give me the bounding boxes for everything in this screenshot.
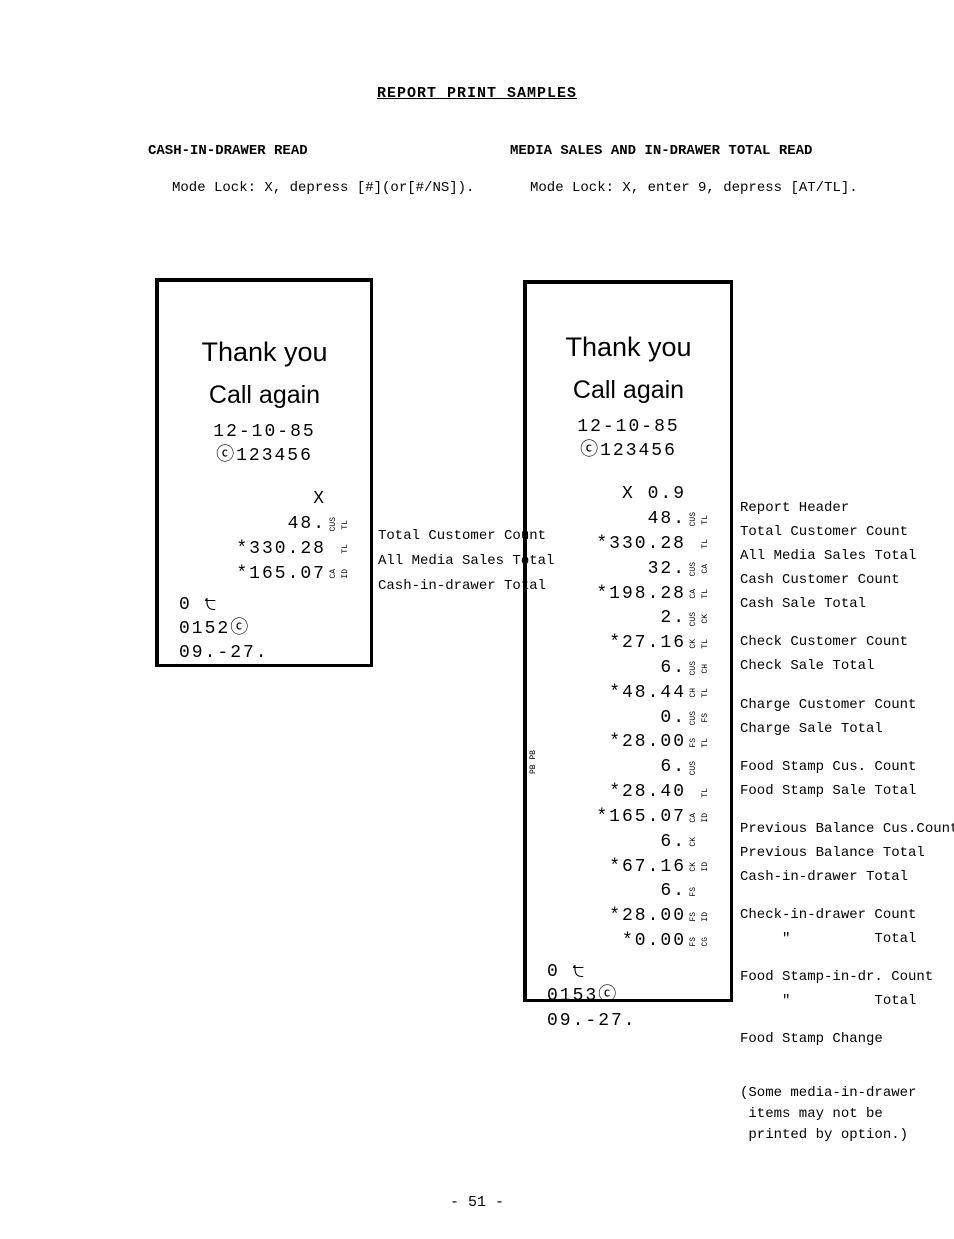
label-group: Previous Balance Cus.CountPrevious Balan… [740,817,954,889]
label-line: Previous Balance Total [740,841,954,865]
label-line: Cash-in-drawer Total [740,865,954,889]
label-line: Total Customer Count [740,520,954,544]
receipt-serial: ⓒ123456 [169,444,360,469]
right-labels: Report HeaderTotal Customer CountAll Med… [740,496,954,1146]
label-group: Check Customer CountCheck Sale Total [740,630,954,678]
mode-indicator: X 0.9 [537,482,690,507]
table-row: *165.07CAID [537,805,720,830]
left-instruction: Mode Lock: X, depress [#](or[#/NS]). [172,180,474,196]
footer-line: 0153ⓒ [547,984,720,1008]
footer-line: 09.-27. [547,1009,720,1033]
label-line: Check Sale Total [740,654,954,678]
call-again-text: Call again [169,382,360,410]
left-receipt-footer: 0 ੮ 0152ⓒ 09.-27. [169,593,360,666]
receipt-date: 12-10-85 [169,420,360,445]
right-instruction: Mode Lock: X, enter 9, depress [AT/TL]. [530,180,858,196]
pb-side-label: PB PB [529,750,539,774]
table-row: *330.28 [169,537,330,562]
thank-you-text: Thank you [537,332,720,363]
note-text: (Some media-in-drawer items may not be p… [740,1083,954,1146]
label-group: Food Stamp-in-dr. Count " Total [740,965,954,1013]
page-number: - 51 - [0,1194,954,1211]
label-line: Food Stamp-in-dr. Count [740,965,954,989]
right-receipt-footer: 0 ੮ 0153ⓒ 09.-27. [537,960,720,1033]
footer-line: 09.-27. [179,641,360,665]
label-group: Food Stamp Cus. CountFood Stamp Sale Tot… [740,755,954,803]
label-line: Cash Sale Total [740,592,954,616]
label-line: Check-in-drawer Count [740,903,954,927]
label-line: Food Stamp Cus. Count [740,755,954,779]
left-receipt: Thank you Call again 12-10-85 ⓒ123456 X … [155,278,373,667]
table-row: *28.40TL [537,780,720,805]
label-line: Report Header [740,496,954,520]
label-line: " Total [740,989,954,1013]
receipt-serial: ⓒ123456 [537,439,720,464]
table-row: 6.CUS [537,755,720,780]
label-line: Charge Customer Count [740,693,954,717]
table-row: 6.CUSCH [537,656,720,681]
footer-line: 0152ⓒ [179,617,360,641]
call-again-text: Call again [537,377,720,405]
label-line: Food Stamp Change [740,1027,954,1051]
footer-line: 0 ੮ [547,960,720,984]
table-row: 0.CUSFS [537,706,720,731]
label-group: Food Stamp Change [740,1027,954,1051]
table-row: *330.28TL [537,532,720,557]
label-group: Charge Customer CountCharge Sale Total [740,693,954,741]
table-row: *165.07 [169,562,330,587]
table-row: 32.CUSCA [537,557,720,582]
label-group: Check-in-drawer Count " Total [740,903,954,951]
right-receipt: Thank you Call again 12-10-85 ⓒ123456 X … [523,280,733,1002]
label-line: All Media Sales Total [740,544,954,568]
receipt-date: 12-10-85 [537,415,720,440]
table-row: *28.00FSID [537,904,720,929]
table-row: *48.44CHTL [537,681,720,706]
table-row: *0.00FSCG [537,929,720,954]
left-section-header: CASH-IN-DRAWER READ [148,143,308,159]
right-section-header: MEDIA SALES AND IN-DRAWER TOTAL READ [510,143,812,159]
table-row: *198.28CATL [537,582,720,607]
label-line: Previous Balance Cus.Count [740,817,954,841]
page-title: REPORT PRINT SAMPLES [0,85,954,102]
table-row: *67.16CKID [537,855,720,880]
table-row: *28.00FSTL [537,730,720,755]
mode-indicator: X [169,487,330,512]
table-row: *27.16CKTL [537,631,720,656]
right-receipt-data: X 0.9 48.CUSTL*330.28TL32.CUSCA*198.28CA… [537,482,720,954]
table-row: 48. [169,512,330,537]
table-row: 48.CUSTL [537,507,720,532]
label-line: Charge Sale Total [740,717,954,741]
footer-line: 0 ੮ [179,593,360,617]
label-line: Check Customer Count [740,630,954,654]
table-row: 6.FS [537,879,720,904]
left-receipt-data: X 48.CUSTL *330.28TL *165.07CAID [169,487,360,586]
label-line: " Total [740,927,954,951]
table-row: 6.CK [537,830,720,855]
label-line: Cash Customer Count [740,568,954,592]
thank-you-text: Thank you [169,337,360,368]
label-group: Report HeaderTotal Customer CountAll Med… [740,496,954,616]
label-line: Food Stamp Sale Total [740,779,954,803]
table-row: 2.CUSCK [537,606,720,631]
